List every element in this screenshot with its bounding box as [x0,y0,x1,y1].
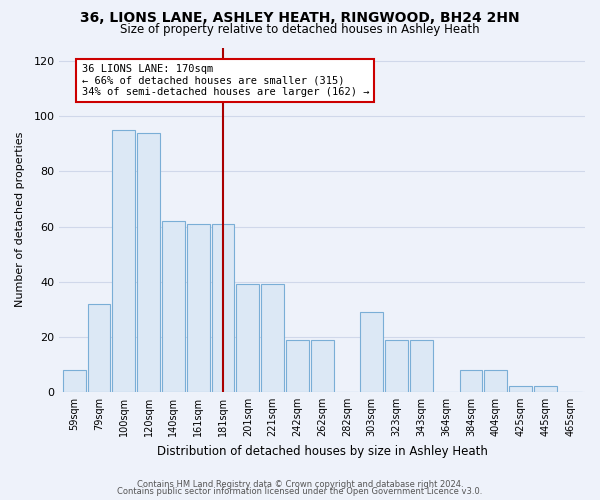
Bar [361,312,383,392]
Y-axis label: Number of detached properties: Number of detached properties [15,132,25,308]
Bar [534,386,557,392]
Bar [286,340,309,392]
Bar [311,340,334,392]
Bar [88,304,110,392]
Bar [484,370,507,392]
Bar [236,284,259,392]
Bar [112,130,135,392]
Text: Contains HM Land Registry data © Crown copyright and database right 2024.: Contains HM Land Registry data © Crown c… [137,480,463,489]
Text: 36 LIONS LANE: 170sqm
← 66% of detached houses are smaller (315)
34% of semi-det: 36 LIONS LANE: 170sqm ← 66% of detached … [82,64,369,97]
Text: Contains public sector information licensed under the Open Government Licence v3: Contains public sector information licen… [118,487,482,496]
Bar [460,370,482,392]
Bar [410,340,433,392]
Bar [137,133,160,392]
Bar [63,370,86,392]
Bar [162,221,185,392]
Text: Size of property relative to detached houses in Ashley Heath: Size of property relative to detached ho… [120,22,480,36]
X-axis label: Distribution of detached houses by size in Ashley Heath: Distribution of detached houses by size … [157,444,488,458]
Bar [187,224,209,392]
Text: 36, LIONS LANE, ASHLEY HEATH, RINGWOOD, BH24 2HN: 36, LIONS LANE, ASHLEY HEATH, RINGWOOD, … [80,11,520,25]
Bar [509,386,532,392]
Bar [385,340,408,392]
Bar [261,284,284,392]
Bar [212,224,235,392]
